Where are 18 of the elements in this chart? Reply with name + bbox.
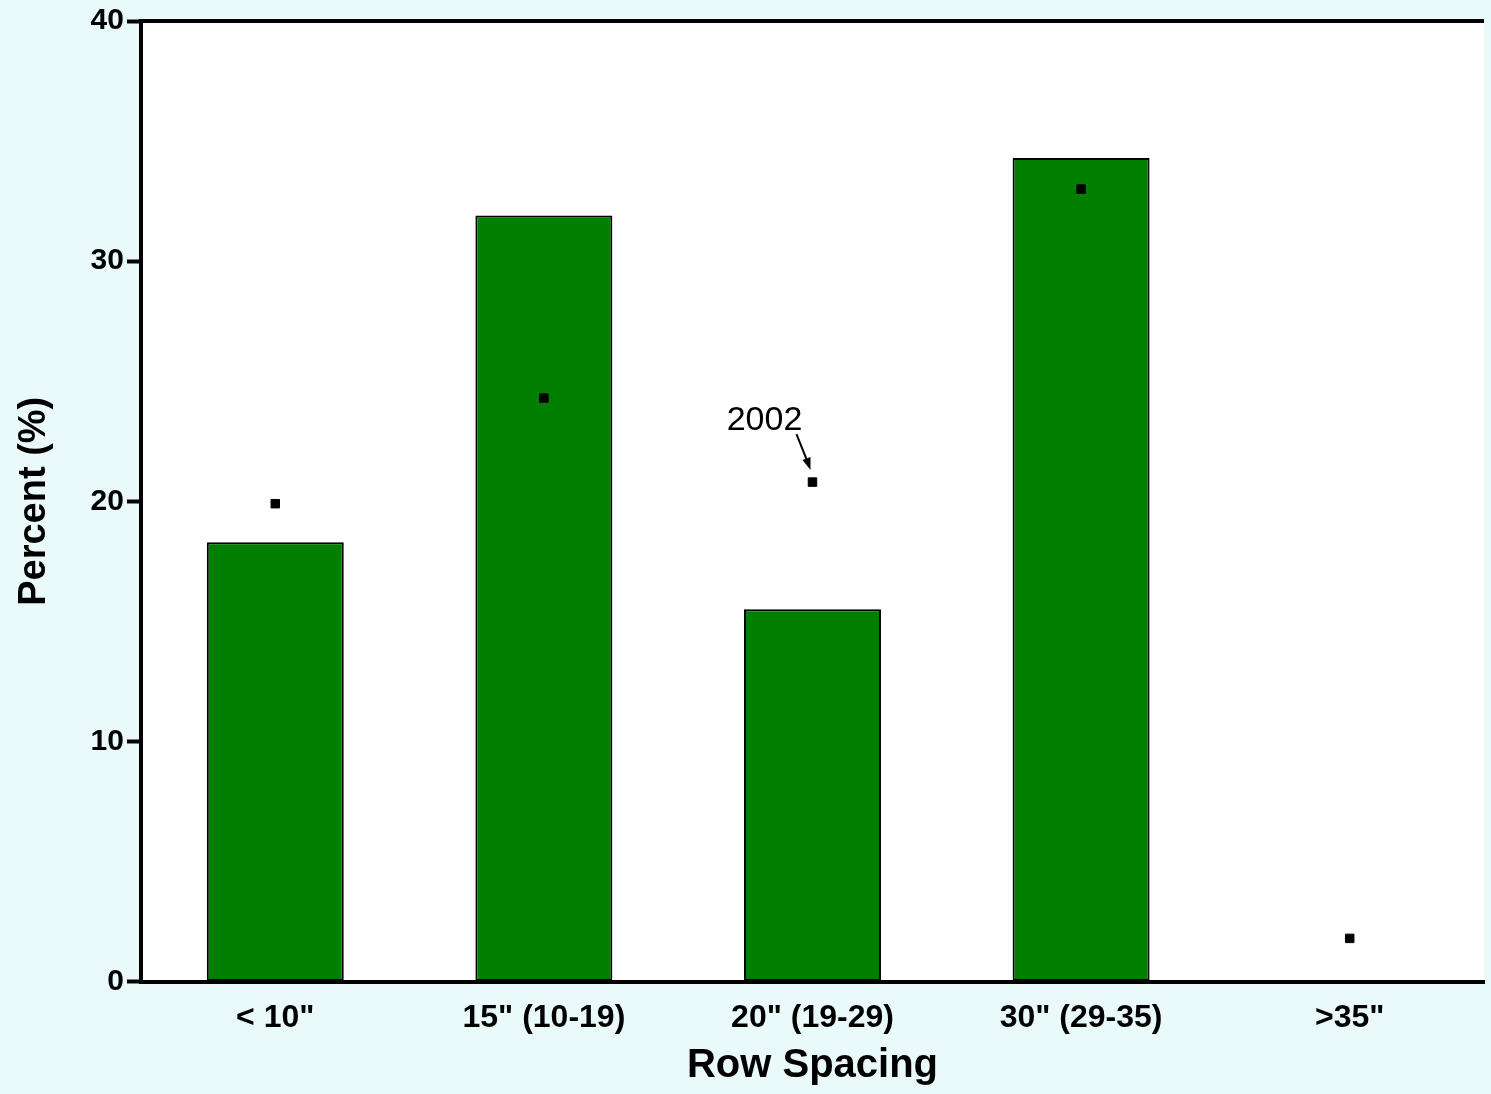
y-axis-title: Percent (%): [11, 396, 54, 606]
x-tick-label: 15" (10-19): [462, 997, 626, 1034]
x-axis-title: Row Spacing: [686, 1041, 939, 1086]
point: [1076, 184, 1086, 194]
x-tick-label: >35": [1314, 997, 1385, 1034]
point: [539, 393, 549, 403]
y-tick-label: 10: [90, 722, 124, 756]
y-tick-label: 0: [107, 962, 124, 996]
y-tick-label: 40: [90, 2, 124, 36]
series-label: 2002: [726, 399, 803, 438]
point: [807, 477, 818, 487]
x-tick-label: < 10": [236, 997, 315, 1034]
x-tick-label: 20" (19-29): [731, 997, 894, 1034]
point: [1344, 933, 1355, 944]
point: [270, 498, 281, 509]
x-tick-label: 30" (29-35): [999, 997, 1163, 1034]
y-tick-label: 20: [90, 482, 124, 516]
y-tick-label: 30: [90, 242, 124, 276]
